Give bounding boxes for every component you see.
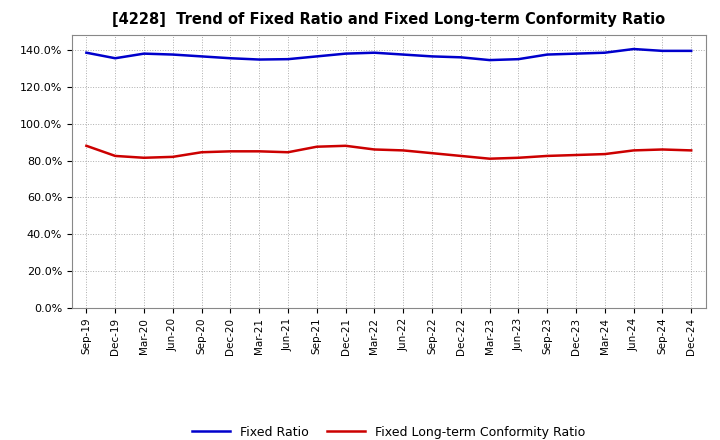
Fixed Long-term Conformity Ratio [687,148,696,153]
Fixed Ratio [312,54,321,59]
Fixed Ratio [543,52,552,57]
Fixed Ratio [572,51,580,56]
Fixed Long-term Conformity Ratio [168,154,177,159]
Fixed Long-term Conformity Ratio [428,150,436,156]
Fixed Ratio [600,50,609,55]
Fixed Long-term Conformity Ratio [312,144,321,149]
Fixed Long-term Conformity Ratio [197,150,206,155]
Fixed Ratio [485,58,494,63]
Fixed Ratio [140,51,148,56]
Fixed Long-term Conformity Ratio [456,153,465,158]
Fixed Long-term Conformity Ratio [111,153,120,158]
Fixed Ratio [168,52,177,57]
Fixed Long-term Conformity Ratio [600,151,609,157]
Line: Fixed Ratio: Fixed Ratio [86,49,691,60]
Fixed Ratio [428,54,436,59]
Fixed Long-term Conformity Ratio [82,143,91,148]
Fixed Ratio [255,57,264,62]
Fixed Long-term Conformity Ratio [341,143,350,148]
Fixed Ratio [370,50,379,55]
Fixed Long-term Conformity Ratio [370,147,379,152]
Fixed Ratio [197,54,206,59]
Fixed Long-term Conformity Ratio [543,153,552,158]
Fixed Long-term Conformity Ratio [629,148,638,153]
Fixed Long-term Conformity Ratio [485,156,494,161]
Fixed Ratio [658,48,667,54]
Fixed Ratio [514,56,523,62]
Fixed Ratio [341,51,350,56]
Fixed Ratio [284,56,292,62]
Legend: Fixed Ratio, Fixed Long-term Conformity Ratio: Fixed Ratio, Fixed Long-term Conformity … [187,421,590,440]
Fixed Long-term Conformity Ratio [284,150,292,155]
Fixed Ratio [687,48,696,54]
Fixed Ratio [399,52,408,57]
Fixed Ratio [629,46,638,51]
Fixed Ratio [111,55,120,61]
Fixed Ratio [226,55,235,61]
Fixed Long-term Conformity Ratio [572,152,580,158]
Fixed Long-term Conformity Ratio [514,155,523,161]
Fixed Long-term Conformity Ratio [658,147,667,152]
Line: Fixed Long-term Conformity Ratio: Fixed Long-term Conformity Ratio [86,146,691,159]
Fixed Ratio [456,55,465,60]
Fixed Ratio [82,50,91,55]
Title: [4228]  Trend of Fixed Ratio and Fixed Long-term Conformity Ratio: [4228] Trend of Fixed Ratio and Fixed Lo… [112,12,665,27]
Fixed Long-term Conformity Ratio [399,148,408,153]
Fixed Long-term Conformity Ratio [140,155,148,161]
Fixed Long-term Conformity Ratio [226,149,235,154]
Fixed Long-term Conformity Ratio [255,149,264,154]
